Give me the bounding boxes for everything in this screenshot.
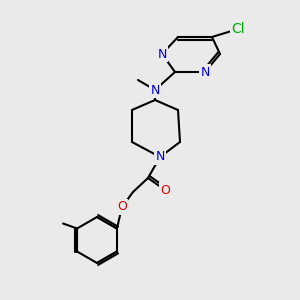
Text: N: N bbox=[200, 65, 210, 79]
Text: Cl: Cl bbox=[231, 22, 245, 36]
Text: O: O bbox=[117, 200, 127, 214]
Text: N: N bbox=[157, 47, 167, 61]
Text: O: O bbox=[160, 184, 170, 196]
Text: N: N bbox=[155, 151, 165, 164]
Text: N: N bbox=[150, 83, 160, 97]
